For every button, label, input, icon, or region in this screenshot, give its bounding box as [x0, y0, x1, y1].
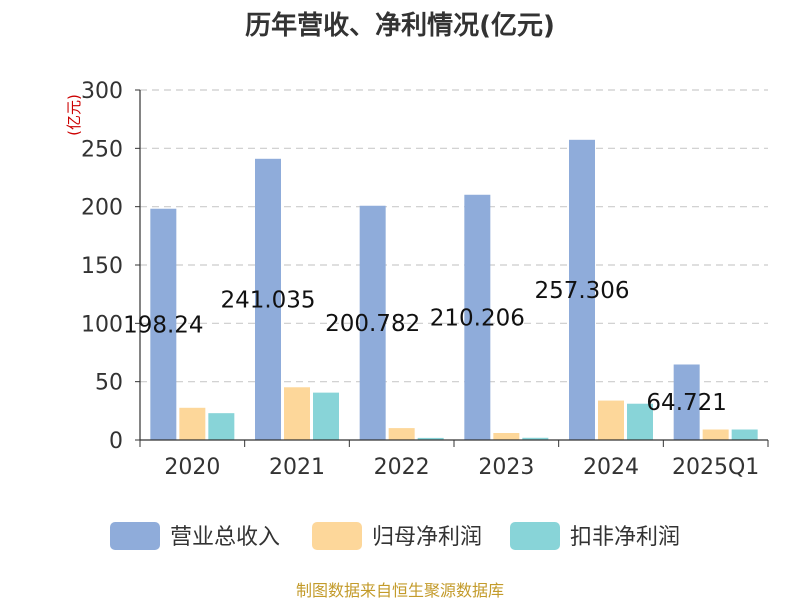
bar-2020-2[interactable] [179, 407, 206, 440]
x-tick-label: 2022 [374, 455, 430, 480]
legend-item-1[interactable]: 营业总收入 [110, 522, 280, 550]
x-tick-label: 2020 [164, 455, 220, 480]
y-tick-label: 300 [81, 79, 123, 104]
y-tick-label: 250 [81, 137, 123, 162]
y-tick-label: 0 [109, 429, 123, 454]
bar-2021-1[interactable] [255, 158, 281, 441]
bars [150, 139, 758, 441]
legend-swatch [110, 522, 160, 550]
bar-2022-2[interactable] [388, 428, 415, 440]
y-tick-label: 100 [81, 312, 123, 337]
legend-label: 归母净利润 [372, 525, 482, 550]
source-note: 制图数据来自恒生聚源数据库 [296, 581, 504, 600]
y-tick-label: 50 [95, 371, 123, 396]
bar-2025Q1-3[interactable] [731, 429, 758, 441]
legend-swatch [510, 522, 560, 550]
bar-2024-1[interactable] [569, 139, 595, 440]
data-label: 257.306 [534, 278, 629, 304]
x-tick-label: 2023 [478, 455, 534, 480]
x-ticks: 2020 2021 2022 2023 2024 2025Q1 [139, 440, 769, 480]
data-labels: 198.24 241.035 200.782 210.206 257.306 64.721 [123, 278, 727, 416]
chart-title: 历年营收、净利情况(亿元) [245, 10, 555, 41]
bar-2025Q1-2[interactable] [702, 429, 729, 441]
data-label: 200.782 [325, 311, 420, 337]
y-ticks: 0 50 100 150 200 250 300 [81, 79, 140, 454]
y-tick-label: 200 [81, 196, 123, 221]
gridlines [140, 89, 768, 383]
legend[interactable]: 营业总收入 归母净利润 扣非净利润 [110, 522, 680, 550]
legend-item-3[interactable]: 扣非净利润 [510, 522, 680, 550]
bar-2020-1[interactable] [150, 208, 177, 440]
bar-2023-3[interactable] [522, 437, 549, 440]
x-tick-label: 2024 [583, 455, 639, 480]
x-tick-label: 2021 [269, 455, 325, 480]
y-axis-label: (亿元) [65, 94, 83, 136]
bar-2022-1[interactable] [359, 205, 386, 440]
data-label: 64.721 [646, 390, 726, 416]
data-label: 198.24 [123, 312, 203, 338]
legend-item-2[interactable]: 归母净利润 [312, 522, 482, 550]
bar-2024-3[interactable] [627, 403, 653, 440]
bar-2023-2[interactable] [493, 433, 520, 440]
bar-2025Q1-1[interactable] [673, 364, 700, 440]
legend-label: 营业总收入 [170, 525, 280, 550]
x-tick-label: 2025Q1 [672, 455, 759, 480]
bar-2021-3[interactable] [313, 392, 339, 440]
data-label: 210.206 [430, 305, 525, 331]
bar-2024-2[interactable] [598, 400, 624, 440]
bar-2021-2[interactable] [284, 387, 310, 440]
bar-2022-3[interactable] [417, 437, 444, 440]
legend-label: 扣非净利润 [570, 525, 680, 550]
legend-swatch [312, 522, 362, 550]
bar-2023-1[interactable] [464, 194, 491, 440]
y-tick-label: 150 [81, 254, 123, 279]
data-label: 241.035 [220, 287, 315, 313]
bar-2020-3[interactable] [208, 413, 235, 440]
